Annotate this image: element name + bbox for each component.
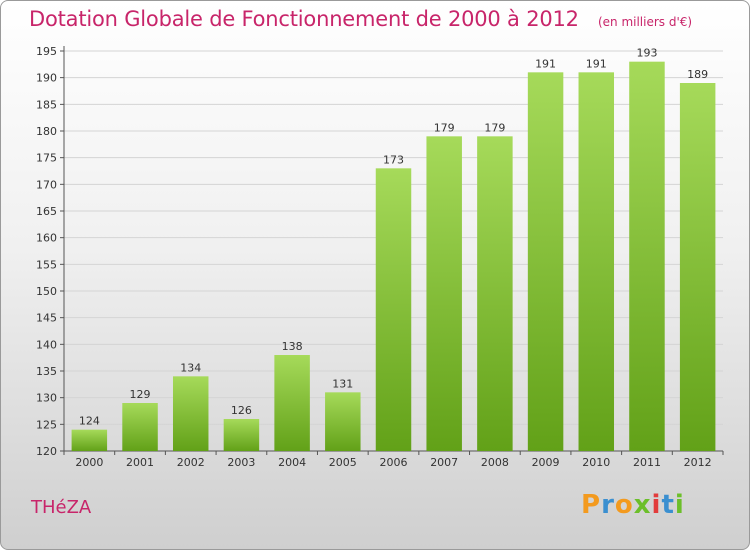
data-label: 126 bbox=[231, 404, 252, 417]
x-tick-label: 2008 bbox=[481, 456, 509, 469]
x-tick-label: 2006 bbox=[380, 456, 408, 469]
y-tick-label: 125 bbox=[36, 418, 57, 431]
x-tick-label: 2011 bbox=[633, 456, 661, 469]
data-label: 129 bbox=[130, 388, 151, 401]
y-tick-label: 135 bbox=[36, 365, 57, 378]
y-tick-label: 140 bbox=[36, 338, 57, 351]
chart-title: Dotation Globale de Fonctionnement de 20… bbox=[29, 7, 579, 31]
y-tick-label: 175 bbox=[36, 152, 57, 165]
bar bbox=[527, 72, 564, 451]
bar bbox=[679, 83, 716, 451]
bar bbox=[477, 136, 513, 452]
x-tick-label: 2002 bbox=[177, 456, 205, 469]
y-tick-label: 185 bbox=[36, 98, 57, 111]
x-tick-label: 2000 bbox=[75, 456, 103, 469]
y-tick-label: 180 bbox=[36, 125, 57, 138]
y-tick-label: 190 bbox=[36, 72, 57, 85]
logo-letter: x bbox=[633, 490, 652, 520]
y-tick-label: 195 bbox=[36, 45, 57, 58]
x-tick-label: 2007 bbox=[430, 456, 458, 469]
y-tick-label: 150 bbox=[36, 285, 57, 298]
logo-letter: o bbox=[614, 490, 634, 520]
y-tick-label: 165 bbox=[36, 205, 57, 218]
data-label: 173 bbox=[383, 153, 404, 166]
bar bbox=[223, 419, 260, 451]
logo-letter: i bbox=[674, 490, 685, 520]
y-tick-label: 130 bbox=[36, 392, 57, 405]
y-tick-label: 145 bbox=[36, 312, 57, 325]
x-tick-label: 2004 bbox=[278, 456, 306, 469]
data-label: 191 bbox=[535, 57, 556, 70]
logo-letter: i bbox=[651, 490, 662, 520]
x-tick-label: 2012 bbox=[684, 456, 712, 469]
proxiti-logo: Proxiti bbox=[581, 490, 685, 520]
x-tick-label: 2010 bbox=[582, 456, 610, 469]
bar bbox=[172, 376, 209, 451]
logo-letter: P bbox=[581, 490, 602, 520]
bar bbox=[274, 355, 310, 451]
bar bbox=[122, 403, 158, 451]
data-label: 131 bbox=[332, 377, 353, 390]
data-label: 138 bbox=[282, 340, 303, 353]
labels: 120 125 130 135 140 145 150 155 160 165 170 175 180 1… bbox=[36, 45, 712, 469]
data-label: 134 bbox=[180, 361, 201, 374]
bars bbox=[71, 61, 716, 452]
x-tick-label: 2009 bbox=[532, 456, 560, 469]
x-tick-label: 2001 bbox=[126, 456, 154, 469]
y-tick-label: 120 bbox=[36, 445, 57, 458]
data-label: 179 bbox=[434, 121, 455, 134]
bar bbox=[426, 136, 462, 452]
y-tick-label: 155 bbox=[36, 258, 57, 271]
commune-name: THéZA bbox=[31, 497, 92, 518]
bar bbox=[71, 429, 108, 451]
bar bbox=[375, 168, 412, 452]
title-row: Dotation Globale de Fonctionnement de 20… bbox=[29, 7, 692, 31]
y-tick-label: 170 bbox=[36, 178, 57, 191]
data-label: 124 bbox=[79, 415, 100, 428]
chart-subtitle: (en milliers d'€) bbox=[597, 15, 693, 29]
logo-letter: t bbox=[661, 490, 675, 520]
data-label: 179 bbox=[484, 121, 505, 134]
data-label: 191 bbox=[586, 57, 607, 70]
bar bbox=[578, 72, 615, 451]
bar bbox=[325, 392, 361, 451]
data-label: 189 bbox=[687, 68, 708, 81]
x-tick-label: 2003 bbox=[227, 456, 255, 469]
logo-letter: r bbox=[601, 490, 615, 520]
data-label: 193 bbox=[636, 47, 657, 60]
bar bbox=[629, 61, 665, 452]
x-tick-label: 2005 bbox=[329, 456, 357, 469]
y-tick-label: 160 bbox=[36, 232, 57, 245]
